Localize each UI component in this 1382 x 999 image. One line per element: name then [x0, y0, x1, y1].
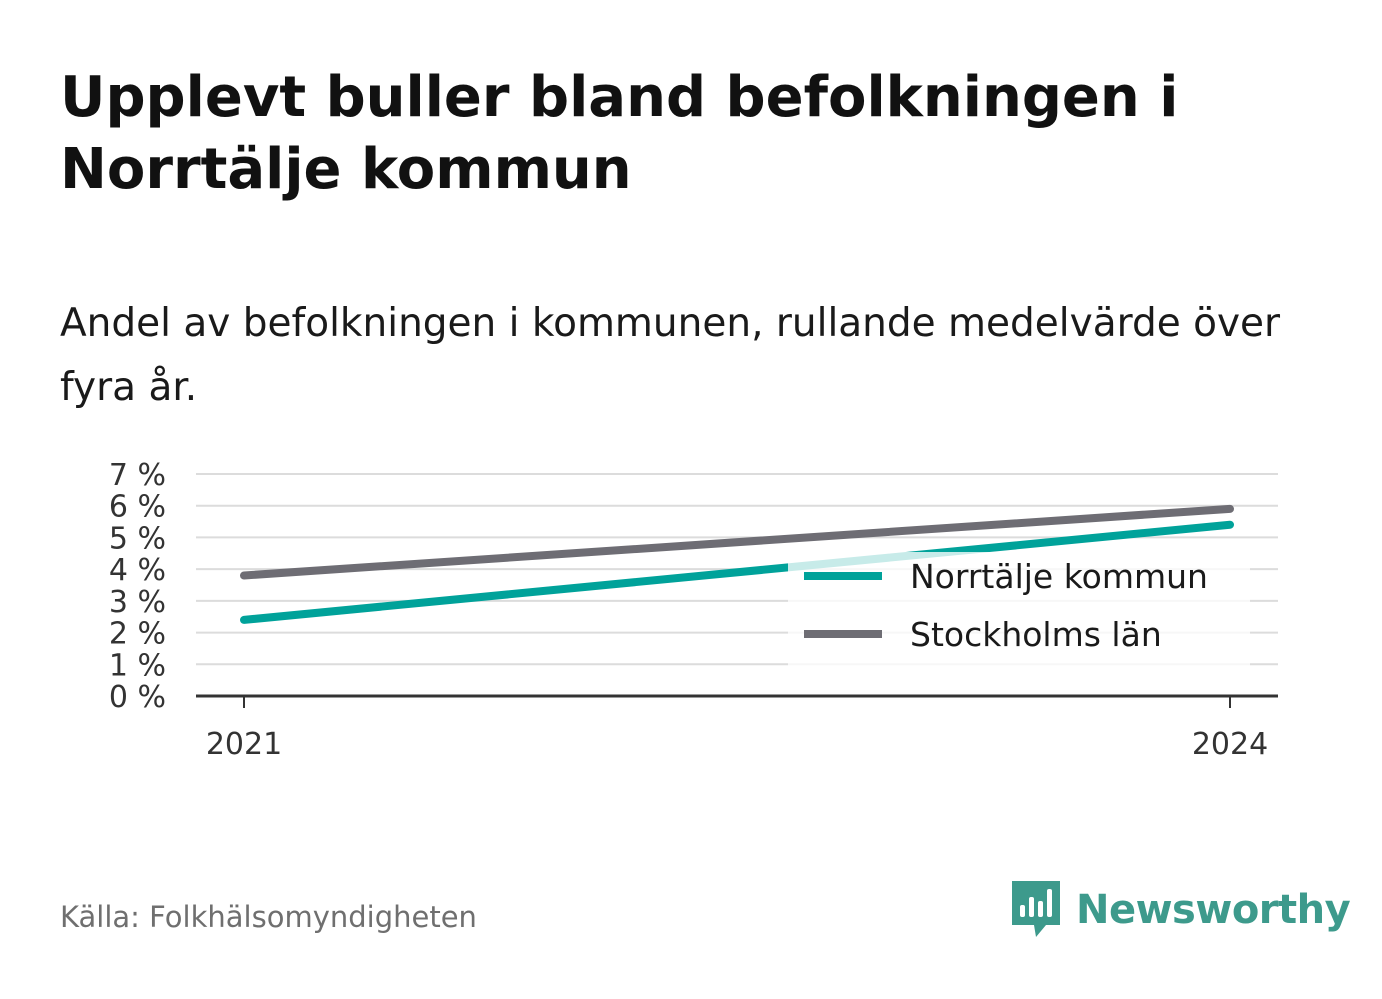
y-tick-label: 6 % [109, 490, 166, 525]
x-tick-label: 2024 [1192, 727, 1268, 762]
brand-name: Newsworthy [1076, 887, 1351, 933]
y-tick-label: 7 % [109, 458, 166, 493]
chart-title: Upplevt buller bland befolkningen i Norr… [60, 65, 1179, 202]
line-chart: Norrtälje kommun Stockholms län 0 %1 %2 %… [109, 458, 1278, 762]
axes: 0 %1 %2 %3 %4 %5 %6 %7 % 2021 2024 [109, 458, 1278, 762]
series-line-2 [240, 504, 1234, 580]
y-tick-label: 5 % [109, 521, 166, 556]
y-tick-label: 4 % [109, 553, 166, 588]
legend-label: Norrtälje kommun [910, 557, 1208, 596]
chart-subtitle: Andel av befolkningen i kommunen, rullan… [60, 301, 1281, 410]
y-tick-label: 0 % [109, 680, 166, 715]
newsworthy-logo-icon [1012, 881, 1060, 937]
y-tick-label: 3 % [109, 585, 166, 620]
y-tick-label: 2 % [109, 617, 166, 652]
x-tick-label: 2021 [206, 727, 282, 762]
source-note: Källa: Folkhälsomyndigheten [60, 900, 477, 934]
y-tick-label: 1 % [109, 648, 166, 683]
brand: Newsworthy [1010, 878, 1351, 942]
legend-label: Stockholms län [910, 615, 1162, 654]
series-lines [240, 504, 1234, 624]
series-line-1 [240, 520, 1234, 624]
legend: Norrtälje kommun Stockholms län [788, 552, 1250, 672]
